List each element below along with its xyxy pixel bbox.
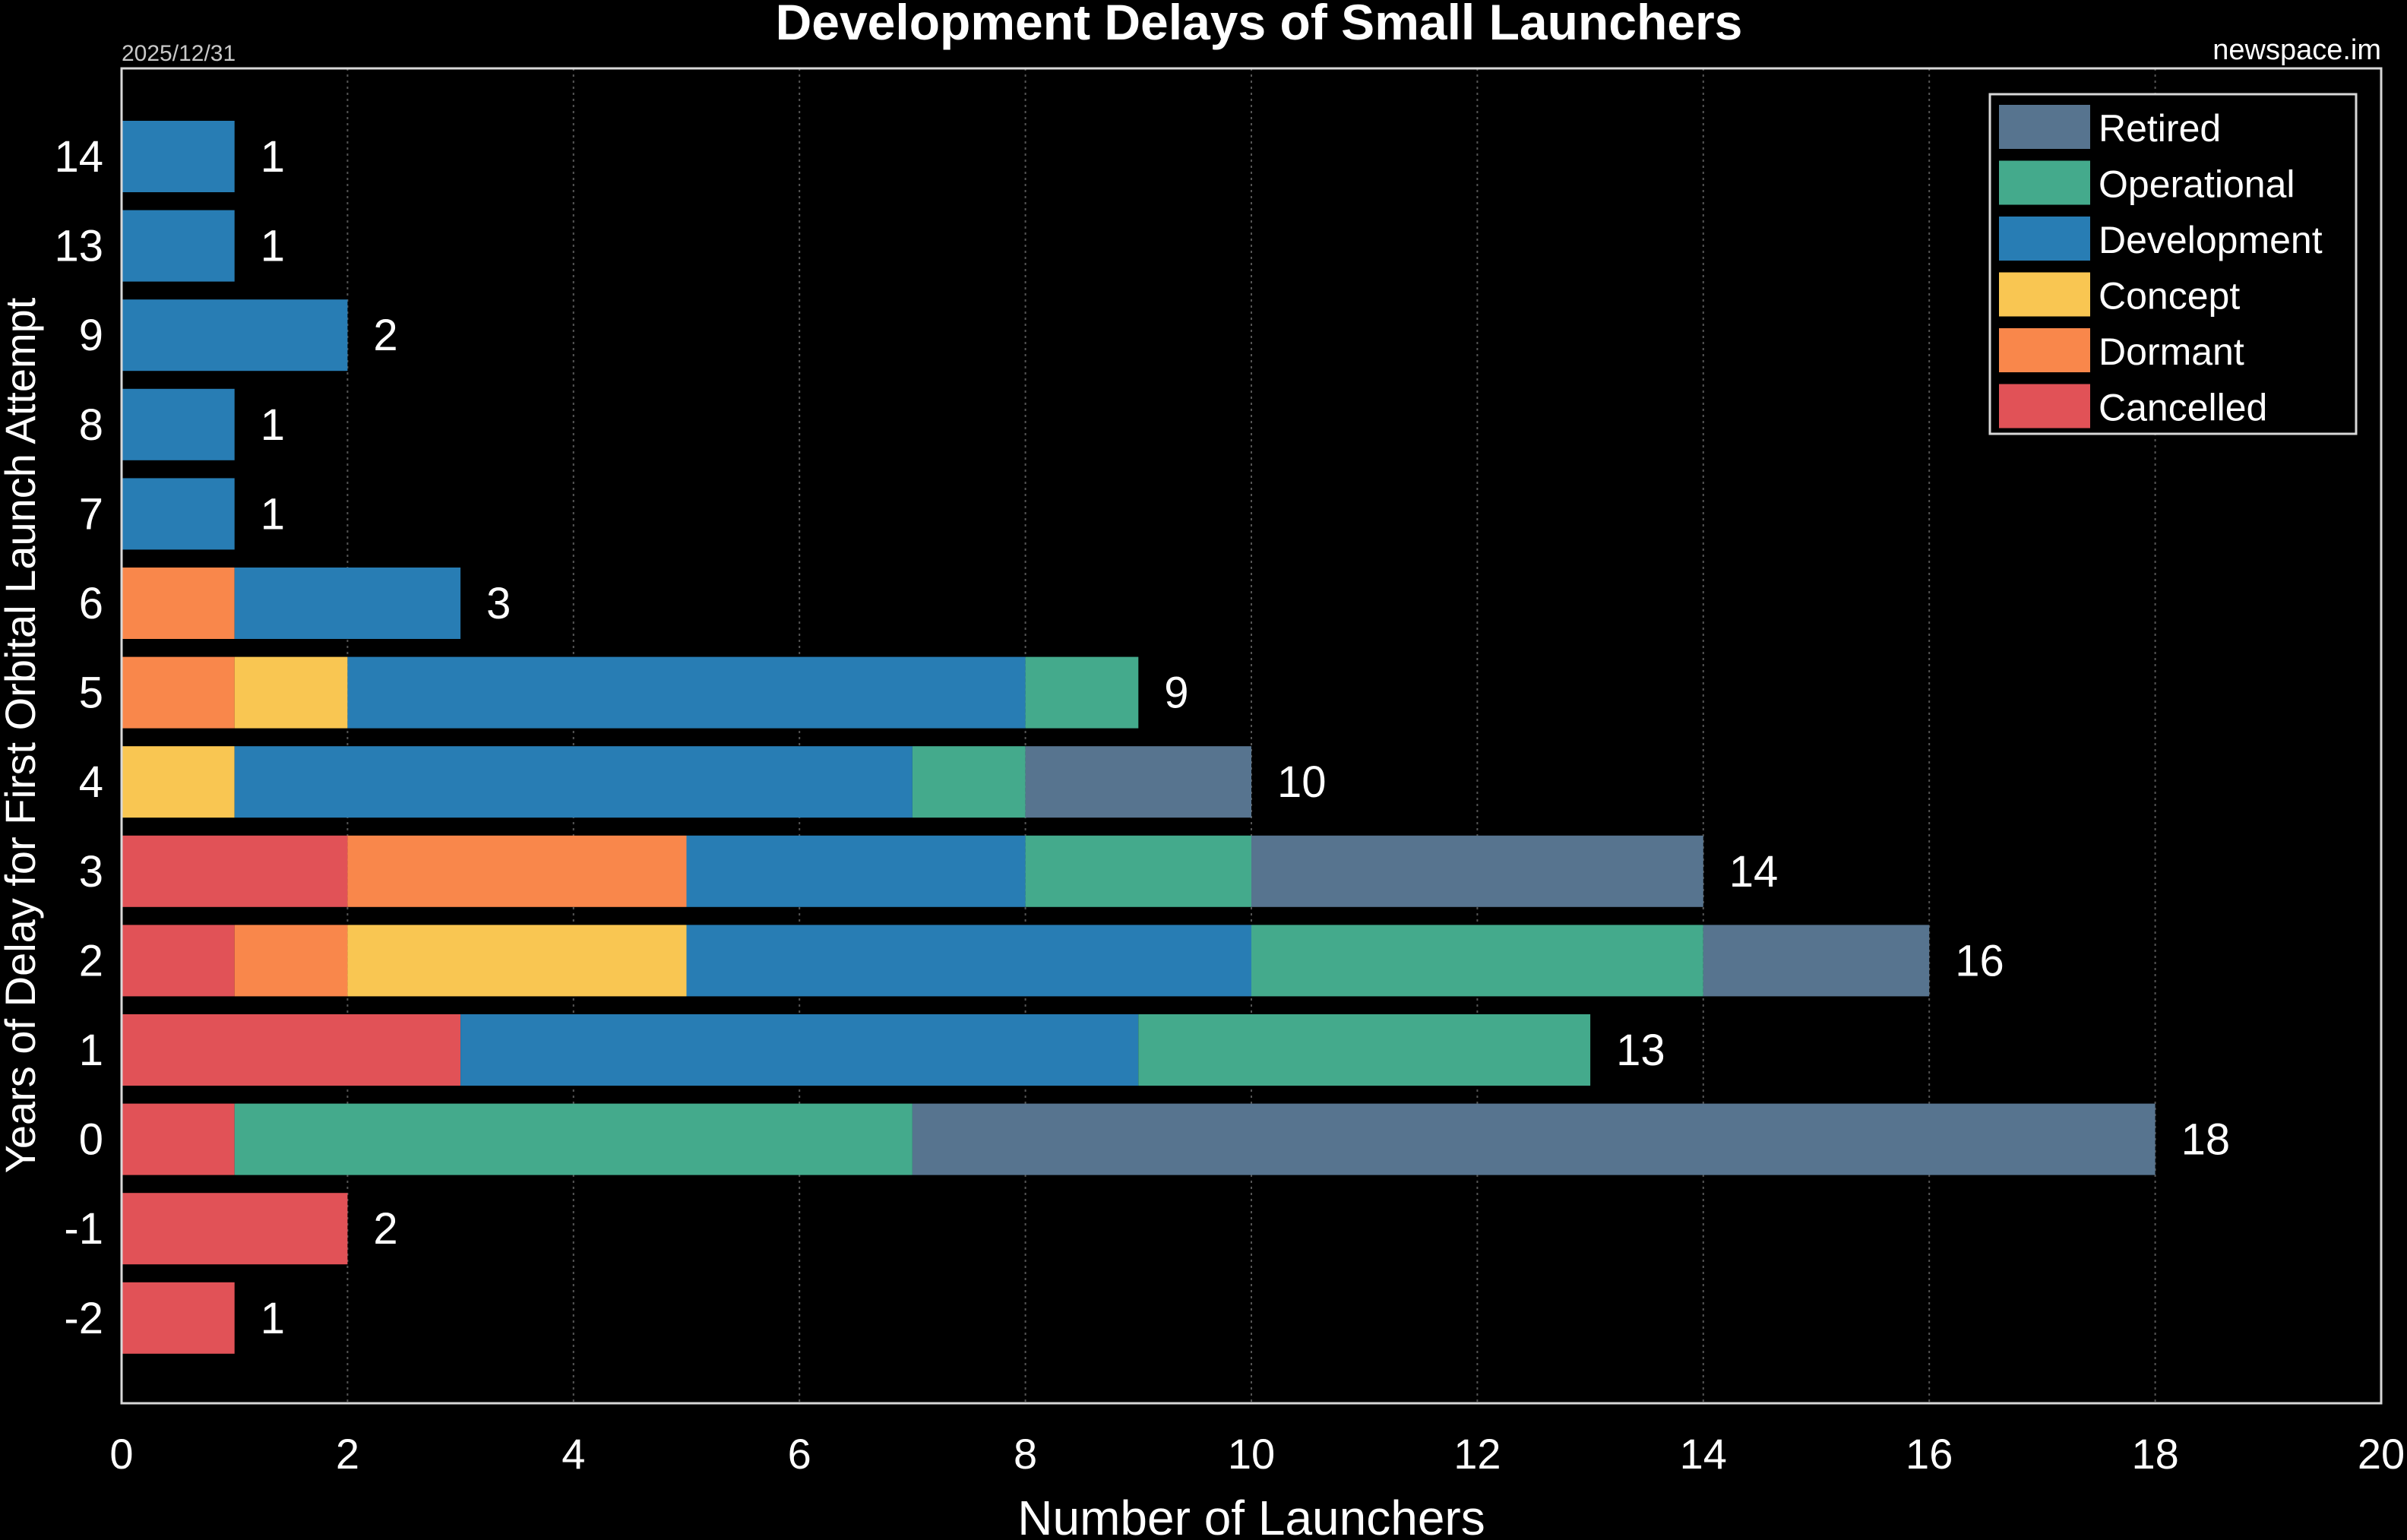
legend-swatch-dormant <box>1999 328 2090 372</box>
bar-segment-concept <box>347 925 687 997</box>
legend-label-development: Development <box>2099 219 2323 261</box>
y-axis-label: Years of Delay for First Orbital Launch … <box>0 297 44 1173</box>
bar-segment-retired <box>912 1103 2156 1175</box>
x-tick-label: 0 <box>109 1430 133 1478</box>
bar-segment-cancelled <box>122 1014 461 1086</box>
bar-total-label: 3 <box>486 579 511 628</box>
x-tick-label: 10 <box>1228 1430 1275 1478</box>
x-tick-label: 8 <box>1014 1430 1037 1478</box>
y-tick-label: 6 <box>79 579 103 628</box>
bar-segment-operational <box>1138 1014 1591 1086</box>
chart-title: Development Delays of Small Launchers <box>776 0 1743 50</box>
bar-total-label: 1 <box>261 132 285 182</box>
y-tick-label: 3 <box>79 847 103 896</box>
x-tick-label: 20 <box>2358 1430 2405 1478</box>
y-tick-label: 0 <box>79 1115 103 1165</box>
bar-segment-cancelled <box>122 1193 348 1265</box>
legend-swatch-retired <box>1999 105 2090 149</box>
bar-segment-operational <box>1025 656 1139 729</box>
y-tick-label: 9 <box>79 311 103 360</box>
bar-segment-operational <box>234 1103 913 1175</box>
y-tick-label: 5 <box>79 669 103 718</box>
plot-frame <box>120 67 2383 1405</box>
y-tick-label: 4 <box>79 757 103 807</box>
bar-segment-concept <box>122 746 235 818</box>
bar-segment-cancelled <box>122 925 235 997</box>
source-label: newspace.im <box>2212 34 2381 66</box>
y-tick-label: -2 <box>64 1294 103 1343</box>
x-tick-labels: 0 2 4 6 8 10 12 14 16 18 20 <box>109 1430 2405 1478</box>
y-tick-label: 14 <box>54 132 103 182</box>
legend-label-retired: Retired <box>2099 107 2221 150</box>
y-tick-label: 7 <box>79 489 103 539</box>
bar-segment-operational <box>1025 835 1251 907</box>
bar-segment-development <box>234 568 461 639</box>
x-tick-label: 2 <box>336 1430 359 1478</box>
bar-segment-operational <box>912 746 1026 818</box>
bar-segment-dormant <box>234 925 348 997</box>
y-tick-label: 2 <box>79 936 103 985</box>
y-tick-label: -1 <box>64 1204 103 1254</box>
bar-segment-development <box>122 210 235 282</box>
x-tick-label: 14 <box>1680 1430 1727 1478</box>
bar-segment-retired <box>1025 746 1251 818</box>
legend-label-operational: Operational <box>2099 163 2295 206</box>
y-tick-label: 8 <box>79 400 103 450</box>
x-tick-label: 12 <box>1453 1430 1501 1478</box>
x-tick-label: 4 <box>561 1430 585 1478</box>
bar-total-label: 1 <box>261 1294 285 1343</box>
date-label: 2025/12/31 <box>122 41 236 66</box>
x-tick-label: 16 <box>1906 1430 1953 1478</box>
x-tick-label: 18 <box>2131 1430 2178 1478</box>
legend: Retired Operational Development Concept Dorm… <box>1988 93 2358 435</box>
y-tick-label: 13 <box>54 222 103 271</box>
bar-total-label: 1 <box>261 489 285 539</box>
bar-segment-retired <box>1251 835 1703 907</box>
bar-segment-dormant <box>122 656 235 729</box>
bar-total-label: 18 <box>2181 1115 2231 1165</box>
bar-total-label: 2 <box>373 311 397 360</box>
bar-segment-development <box>460 1014 1139 1086</box>
x-tick-label: 6 <box>788 1430 811 1478</box>
bar-total-label: 1 <box>261 400 285 450</box>
bar-total-label: 9 <box>1164 669 1188 718</box>
bar-segment-operational <box>1251 925 1703 997</box>
bar-segment-cancelled <box>122 1282 235 1354</box>
bar-segment-development <box>122 478 235 550</box>
bar-segment-cancelled <box>122 835 348 907</box>
legend-swatch-cancelled <box>1999 384 2090 428</box>
y-tick-label: 1 <box>79 1026 103 1075</box>
legend-label-dormant: Dormant <box>2099 330 2244 373</box>
legend-label-concept: Concept <box>2099 275 2240 318</box>
bar-segment-development <box>122 299 348 372</box>
bar-total-label: 1 <box>261 222 285 271</box>
bar-segment-development <box>122 388 235 460</box>
bar-segment-development <box>347 656 1026 729</box>
bar-segment-retired <box>1703 925 1930 997</box>
bar-segment-development <box>122 121 235 192</box>
bar-segment-development <box>686 835 1026 907</box>
bar-segment-concept <box>234 656 348 729</box>
bar-segment-cancelled <box>122 1103 235 1175</box>
legend-label-cancelled: Cancelled <box>2099 387 2267 429</box>
bar-total-label: 14 <box>1729 847 1779 896</box>
bar-segment-dormant <box>122 568 235 639</box>
bar-segment-development <box>234 746 913 818</box>
bars <box>122 121 2156 1354</box>
legend-swatch-development <box>1999 217 2090 261</box>
grid-lines <box>346 68 2156 1403</box>
legend-frame <box>1988 93 2358 435</box>
legend-swatch-concept <box>1999 272 2090 317</box>
bar-total-label: 10 <box>1277 757 1327 807</box>
bar-total-label: 16 <box>1955 936 2004 985</box>
bar-total-label: 2 <box>373 1204 397 1254</box>
bar-total-label: 13 <box>1616 1026 1665 1075</box>
legend-swatch-operational <box>1999 160 2090 205</box>
y-tick-labels: 14 13 9 8 7 6 5 4 3 2 1 0 -1 -2 <box>54 132 103 1343</box>
x-axis-label: Number of Launchers <box>1017 1491 1485 1540</box>
bar-segment-dormant <box>347 835 687 907</box>
bar-segment-development <box>686 925 1251 997</box>
